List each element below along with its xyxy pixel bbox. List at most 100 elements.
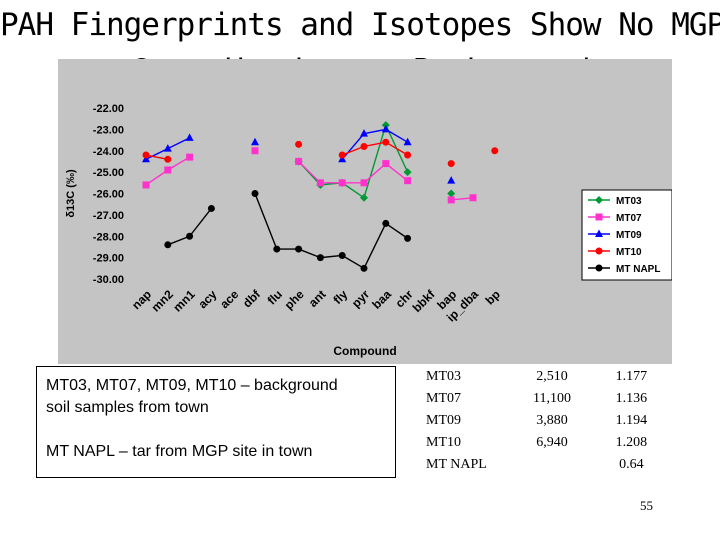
y-axis-label: δ13C (‰): [65, 169, 77, 218]
legend-label: MT NAPL: [616, 264, 660, 275]
series-line-segment: [145, 169, 169, 186]
series-line-segment: [145, 154, 168, 160]
data-point: [360, 129, 368, 137]
table-cell-value: [513, 454, 591, 476]
data-point: [186, 232, 194, 240]
data-point: [382, 138, 390, 146]
note-line-1: MT03, MT07, MT09, MT10 – background: [46, 377, 338, 394]
data-point: [316, 179, 324, 187]
series-line-segment: [385, 141, 408, 156]
series-mt07: [142, 147, 477, 204]
table-cell-value: 3,880: [536, 413, 568, 428]
data-point: [295, 140, 303, 148]
legend-label: MT09: [616, 230, 642, 241]
data-point: [316, 254, 324, 262]
page-number: 55: [640, 498, 653, 513]
data-point: [295, 245, 303, 253]
y-tick-label: -22.00: [93, 103, 124, 115]
data-point: [251, 190, 259, 197]
y-tick-label: -30.00: [93, 274, 124, 286]
chart-background: [58, 59, 672, 364]
series-line-segment: [363, 141, 386, 148]
series-line-segment: [145, 147, 169, 160]
series-line-segment: [254, 193, 278, 250]
series-line-segment: [385, 163, 409, 182]
data-point: [469, 194, 477, 202]
data-point: [382, 160, 390, 168]
legend-entry: MT07: [588, 213, 642, 224]
series-line-segment: [385, 128, 408, 143]
legend-label: MT10: [616, 247, 642, 258]
legend-label: MT03: [616, 196, 642, 207]
series-line-segment: [167, 137, 190, 150]
table-cell-value: 6,940: [536, 435, 568, 450]
data-point: [338, 154, 347, 163]
table-row: MT NAPL 0.64: [418, 454, 672, 476]
legend-marker: [595, 229, 603, 237]
data-point: [360, 193, 368, 202]
data-point: [163, 144, 172, 152]
data-point: [142, 181, 150, 189]
series-line-segment: [363, 163, 387, 184]
legend-entry: MT09: [588, 229, 642, 241]
data-point: [382, 219, 390, 227]
data-point: [273, 245, 281, 253]
table-row: MT03 2,510 1.177: [418, 366, 672, 388]
series-line-segment: [363, 124, 387, 198]
series-line-segment: [341, 133, 365, 160]
data-point: [447, 160, 455, 168]
table-cell-value: 2,510: [536, 369, 568, 384]
series-line-segment: [341, 182, 365, 199]
legend-entry: MT10: [588, 247, 642, 258]
table-cell-sample: MT07: [426, 391, 461, 406]
table-cell-ratio: 0.64: [619, 457, 644, 472]
y-tick-label: -27.00: [93, 210, 124, 222]
data-point: [142, 151, 150, 159]
data-point: [251, 137, 259, 146]
legend-marker: [595, 247, 603, 255]
data-point: [381, 124, 390, 133]
data-point: [338, 251, 346, 259]
series-line-segment: [320, 254, 343, 259]
data-point: [403, 137, 412, 146]
data-point: [404, 177, 412, 185]
legend-label: MT07: [616, 213, 642, 224]
table-cell-ratio: 1.194: [615, 413, 648, 428]
table-cell-value: 11,100: [532, 391, 571, 406]
series-line-segment: [363, 128, 386, 135]
data-point: [164, 241, 172, 249]
data-point: [447, 189, 456, 198]
data-point: [164, 166, 172, 174]
data-point: [338, 179, 346, 187]
table-row: MT07 11,100 1.136: [418, 388, 672, 410]
legend-marker: [595, 264, 603, 272]
y-tick-label: -23.00: [93, 124, 124, 136]
data-point: [185, 133, 194, 141]
data-point: [491, 147, 499, 155]
y-tick-label: -25.00: [93, 167, 124, 179]
table-cell-sample: MT03: [426, 369, 461, 384]
data-point: [360, 142, 368, 150]
data-point: [295, 157, 303, 165]
notes-box: MT03, MT07, MT09, MT10 – background soil…: [36, 366, 396, 478]
table-cell-sample: MT NAPL: [426, 457, 487, 472]
slide-title-line1: PAH Fingerprints and Isotopes Show No MG…: [0, 7, 720, 43]
data-point: [403, 168, 412, 177]
series-mt10: [142, 138, 499, 168]
data-point: [251, 147, 259, 155]
y-tick-label: -28.00: [93, 231, 124, 243]
y-tick-label: -26.00: [93, 189, 124, 201]
series-mt-napl: [164, 190, 412, 272]
series-line-segment: [167, 156, 190, 171]
y-tick-label: -24.00: [93, 146, 124, 158]
data-point: [447, 176, 456, 184]
note-line-3: MT NAPL – tar from MGP site in town: [46, 443, 313, 460]
series-line-segment: [298, 248, 321, 259]
data-point: [360, 264, 368, 272]
series-line-segment: [298, 160, 321, 184]
legend-marker: [595, 196, 603, 204]
series-line-segment: [341, 145, 365, 156]
data-point: [360, 179, 368, 187]
data-point: [186, 153, 194, 161]
data-point: [207, 204, 215, 212]
